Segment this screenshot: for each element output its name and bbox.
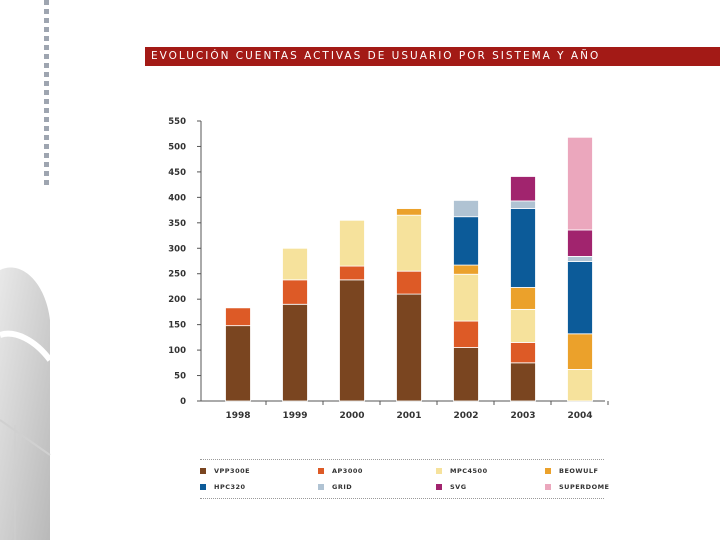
legend-swatch [200,484,206,490]
y-tick-label: 450 [168,168,186,178]
y-tick-label: 400 [168,193,186,203]
y-tick-label: 50 [174,372,186,382]
bar-segment [510,200,536,209]
bar-segment [282,303,308,402]
legend-label: GRID [332,483,353,491]
x-tick-label: 2001 [396,411,421,421]
legend-swatch [545,484,551,490]
title-bar: EVOLUCIÓN CUENTAS ACTIVAS DE USUARIO POR… [145,47,720,66]
bar-segment [453,264,479,275]
bar-segment [510,208,536,288]
legend-label: SVG [450,483,467,491]
legend-item: BEOWULF [545,467,598,475]
bar-segment [453,320,479,348]
x-tick-label: 1998 [225,411,250,421]
legend-item: VPP300E [200,467,250,475]
bar-segment [453,216,479,266]
y-tick-label: 150 [168,321,186,331]
y-tick-label: 250 [168,270,186,280]
legend-label: SUPERDOME [559,483,610,491]
x-tick-label: 2003 [510,411,535,421]
legend-item: SUPERDOME [545,483,610,491]
y-tick-label: 300 [168,244,186,254]
legend-label: AP3000 [332,467,363,475]
legend-item: MPC4500 [436,467,488,475]
legend-item: SVG [436,483,467,491]
legend-label: VPP300E [214,467,251,475]
legend-label: MPC4500 [450,467,488,475]
bar-segment [396,270,422,295]
bar-segment [225,307,251,327]
bar-segment [453,273,479,322]
bar-segment [567,229,593,257]
bar-segment [510,308,536,343]
bar-segment [396,293,422,402]
legend-swatch [545,468,551,474]
bar-segment [510,362,536,402]
bar-segment [396,214,422,272]
decorative-side-graphic [0,267,53,540]
bar-segment [453,200,479,218]
bar-segment [225,325,251,402]
y-tick-label: 100 [168,346,186,356]
x-tick-label: 2004 [567,411,592,421]
y-tick-label: 500 [168,142,186,152]
bar-segment [453,347,479,402]
legend-swatch [318,468,324,474]
legend-label: HPC320 [214,483,246,491]
decorative-dot-column [44,0,50,189]
legend-swatch [318,484,324,490]
legend-item: GRID [318,483,352,491]
x-tick-label: 1999 [282,411,307,421]
bar-segment [396,208,422,216]
bar-segment [567,333,593,370]
bar-segment [567,256,593,262]
bar-segment [339,265,365,281]
bar-segment [282,279,308,305]
bar-segment [282,247,308,281]
chart-title: EVOLUCIÓN CUENTAS ACTIVAS DE USUARIO POR… [151,50,601,62]
legend-swatch [436,468,442,474]
bar-segment [510,342,536,364]
bar-segment [567,136,593,231]
legend-swatch [436,484,442,490]
bar-segment [510,176,536,202]
bar-segment [510,287,536,310]
y-tick-label: 350 [168,219,186,229]
chart-legend: VPP300E AP3000 MPC4500 BEOWULF HPC320 GRID SVG… [200,459,609,499]
bar-segment [567,369,593,402]
x-tick-label: 2000 [339,411,364,421]
y-tick-label: 200 [168,295,186,305]
bar-segment [339,279,365,402]
y-tick-label: 0 [180,397,186,407]
y-tick-label: 550 [168,117,186,127]
bar-segment [339,219,365,267]
legend-item: HPC320 [200,483,246,491]
legend-label: BEOWULF [559,467,599,475]
x-tick-label: 2002 [453,411,478,421]
legend-swatch [200,468,206,474]
legend-item: AP3000 [318,467,363,475]
bar-segment [567,261,593,335]
